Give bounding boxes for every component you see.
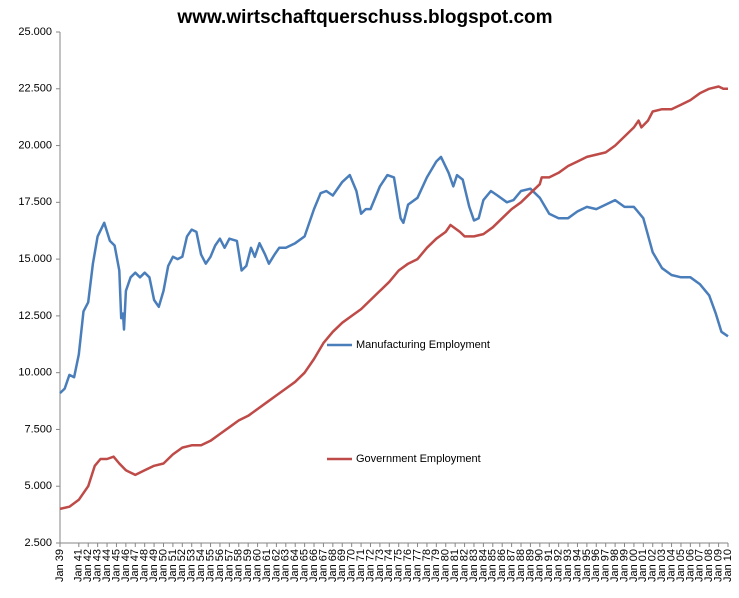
- x-tick-label: Jan 42: [82, 549, 94, 582]
- y-tick-label: 7.500: [24, 423, 52, 435]
- x-tick-label: Jan 43: [92, 549, 104, 582]
- x-tick-label: Jan 46: [120, 549, 132, 582]
- x-tick-label: Jan 77: [411, 549, 423, 582]
- x-tick-label: Jan 57: [223, 549, 235, 582]
- x-tick-label: Jan 97: [600, 549, 612, 582]
- x-tick-label: Jan 74: [383, 549, 395, 582]
- x-tick-label: Jan 03: [656, 549, 668, 582]
- x-tick-label: Jan 71: [355, 549, 367, 582]
- x-tick-label: Jan 78: [421, 549, 433, 582]
- x-tick-label: Jan 64: [289, 549, 301, 582]
- x-tick-label: Jan 82: [458, 549, 470, 582]
- y-tick-label: 2.500: [24, 537, 52, 549]
- x-tick-label: Jan 81: [449, 549, 461, 582]
- x-tick-label: Jan 84: [477, 549, 489, 582]
- x-tick-label: Jan 63: [280, 549, 292, 582]
- x-tick-label: Jan 59: [242, 549, 254, 582]
- y-tick-label: 5.000: [24, 480, 52, 492]
- y-tick-label: 12.500: [18, 310, 52, 322]
- x-tick-label: Jan 49: [148, 549, 160, 582]
- x-tick-label: Jan 48: [139, 549, 151, 582]
- x-tick-label: Jan 67: [317, 549, 329, 582]
- x-tick-label: Jan 87: [506, 549, 518, 582]
- x-tick-label: Jan 04: [665, 549, 677, 582]
- series-line: [59, 85, 728, 511]
- x-tick-label: Jan 39: [54, 549, 66, 582]
- x-tick-label: Jan 79: [430, 549, 442, 582]
- series-line: [59, 155, 729, 395]
- x-tick-label: Jan 47: [129, 549, 141, 582]
- x-tick-label: Jan 56: [214, 549, 226, 582]
- x-tick-label: Jan 88: [515, 549, 527, 582]
- x-tick-label: Jan 50: [157, 549, 169, 582]
- x-tick-label: Jan 06: [684, 549, 696, 582]
- x-tick-label: Jan 53: [186, 549, 198, 582]
- x-tick-label: Jan 70: [346, 549, 358, 582]
- x-tick-label: Jan 68: [327, 549, 339, 582]
- x-tick-label: Jan 65: [299, 549, 311, 582]
- x-tick-label: Jan 54: [195, 549, 207, 582]
- x-tick-label: Jan 83: [468, 549, 480, 582]
- x-tick-label: Jan 98: [609, 549, 621, 582]
- x-tick-label: Jan 73: [374, 549, 386, 582]
- y-tick-label: 10.000: [18, 367, 52, 379]
- x-tick-label: Jan 41: [73, 549, 85, 582]
- x-tick-label: Jan 99: [618, 549, 630, 582]
- y-tick-label: 17.500: [18, 196, 52, 208]
- chart-title: www.wirtschaftquerschuss.blogspot.com: [176, 7, 552, 28]
- x-tick-label: Jan 51: [167, 549, 179, 582]
- x-tick-label: Jan 90: [534, 549, 546, 582]
- x-tick-label: Jan 60: [251, 549, 263, 582]
- x-tick-label: Jan 76: [402, 549, 414, 582]
- x-tick-label: Jan 95: [581, 549, 593, 582]
- x-tick-label: Jan 62: [270, 549, 282, 582]
- x-tick-label: Jan 91: [543, 549, 555, 582]
- x-tick-label: Jan 69: [336, 549, 348, 582]
- x-tick-label: Jan 05: [675, 549, 687, 582]
- x-tick-label: Jan 75: [393, 549, 405, 582]
- x-tick-label: Jan 55: [204, 549, 216, 582]
- y-tick-label: 25.000: [18, 26, 52, 38]
- x-tick-label: Jan 72: [364, 549, 376, 582]
- x-tick-label: Jan 07: [694, 549, 706, 582]
- x-tick-label: Jan 45: [110, 549, 122, 582]
- x-tick-label: Jan 10: [722, 549, 734, 582]
- x-tick-label: Jan 44: [101, 549, 113, 582]
- x-tick-label: Jan 00: [628, 549, 640, 582]
- x-tick-label: Jan 02: [647, 549, 659, 582]
- x-tick-label: Jan 66: [308, 549, 320, 582]
- x-tick-label: Jan 80: [440, 549, 452, 582]
- x-tick-label: Jan 96: [590, 549, 602, 582]
- legend-label: Manufacturing Employment: [356, 339, 490, 351]
- x-tick-label: Jan 01: [637, 549, 649, 582]
- x-tick-label: Jan 08: [703, 549, 715, 582]
- x-tick-label: Jan 61: [261, 549, 273, 582]
- y-tick-label: 20.000: [18, 139, 52, 151]
- x-tick-label: Jan 94: [571, 549, 583, 582]
- legend-label: Government Employment: [356, 453, 481, 465]
- x-tick-label: Jan 85: [487, 549, 499, 582]
- x-tick-label: Jan 86: [496, 549, 508, 582]
- x-tick-label: Jan 58: [233, 549, 245, 582]
- x-tick-label: Jan 52: [176, 549, 188, 582]
- x-tick-label: Jan 93: [562, 549, 574, 582]
- x-tick-label: Jan 09: [712, 549, 724, 582]
- x-tick-label: Jan 89: [524, 549, 536, 582]
- x-tick-label: Jan 92: [553, 549, 565, 582]
- y-tick-label: 22.500: [18, 83, 52, 95]
- y-tick-label: 15.000: [18, 253, 52, 265]
